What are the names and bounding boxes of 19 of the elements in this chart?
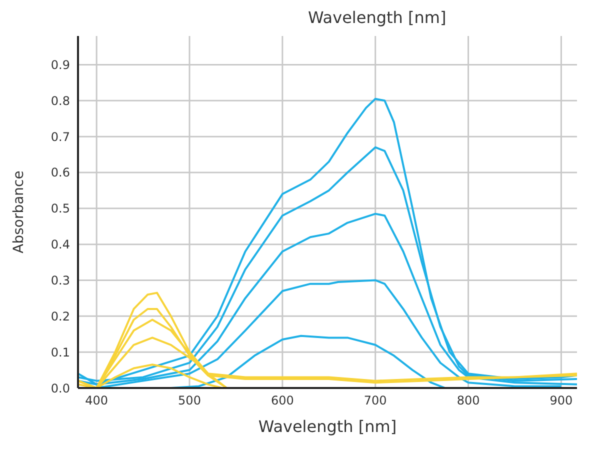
x-tick-label: 400 xyxy=(85,394,108,408)
x-tick-label: 500 xyxy=(178,394,201,408)
chart-title: Wavelength [nm] xyxy=(308,8,446,27)
y-tick-label: 0.6 xyxy=(50,166,70,180)
x-tick-label: 600 xyxy=(270,394,294,408)
y-tick-label: 0.8 xyxy=(50,94,70,108)
y-tick-label: 0.2 xyxy=(50,309,70,324)
x-tick-label: 700 xyxy=(364,394,387,408)
y-tick-label: 0.4 xyxy=(50,238,70,252)
y-tick-label: 0.5 xyxy=(50,202,70,216)
y-tick-label: 0.9 xyxy=(50,58,70,72)
y-tick-label: 0.0 xyxy=(50,381,70,396)
y-tick-label: 0.3 xyxy=(50,274,70,288)
y-axis-title: Absorbance xyxy=(10,170,27,254)
x-axis-title: Wavelength [nm] xyxy=(258,417,397,436)
x-tick-label: 900 xyxy=(550,394,573,408)
y-tick-label: 0.7 xyxy=(50,130,70,144)
y-tick-label: 0.1 xyxy=(50,345,70,360)
x-tick-label: 800 xyxy=(456,394,480,408)
